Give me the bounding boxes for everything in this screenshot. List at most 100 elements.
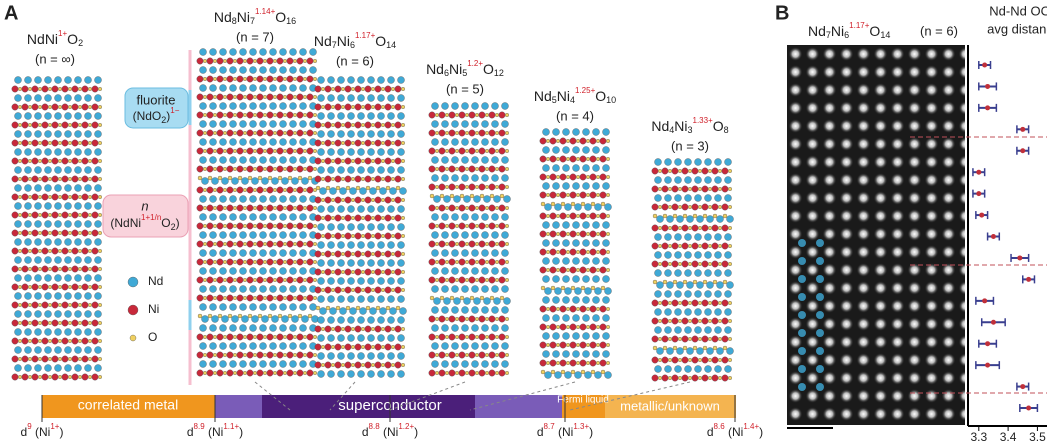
atom: [554, 203, 562, 211]
atom: [256, 222, 264, 230]
formula-part: O: [375, 33, 386, 49]
atom: [489, 193, 495, 199]
atom: [293, 335, 298, 340]
atom: [435, 130, 440, 135]
atom: [249, 303, 257, 311]
atom: [559, 248, 567, 256]
atom: [688, 376, 693, 381]
atom: [570, 369, 576, 375]
atom: [266, 294, 274, 302]
phase-segment: [215, 395, 262, 418]
atom: [344, 286, 352, 294]
atom: [676, 281, 684, 289]
atom: [202, 76, 207, 81]
atom: [74, 256, 82, 264]
atom: [283, 166, 288, 171]
atom-overlay: [816, 257, 824, 265]
atom: [58, 303, 63, 308]
legend-text: Nd: [148, 274, 163, 288]
atom: [227, 175, 233, 181]
atom: [475, 223, 480, 228]
atom: [354, 103, 362, 111]
atom: [566, 213, 571, 218]
atom: [562, 164, 570, 172]
atom: [599, 341, 607, 349]
atom: [579, 155, 587, 163]
atom: [263, 296, 268, 301]
atom: [296, 75, 304, 83]
atom: [651, 185, 659, 193]
atom-overlay: [798, 311, 806, 319]
atom: [334, 196, 342, 204]
atom: [589, 359, 597, 367]
atom: [94, 292, 102, 300]
atom: [493, 297, 501, 305]
atom: [357, 277, 365, 285]
formula-part: ): [239, 425, 243, 439]
atom: [199, 120, 207, 128]
atom: [708, 301, 713, 306]
atom: [428, 258, 436, 266]
atom: [674, 158, 682, 166]
atom: [287, 175, 293, 181]
atom: [698, 168, 703, 173]
atom: [31, 247, 39, 255]
atom: [668, 319, 673, 324]
atom: [24, 274, 32, 282]
atom: [44, 364, 52, 372]
atom: [24, 346, 32, 354]
atom: [377, 130, 385, 138]
atom: [58, 267, 63, 272]
atom: [702, 213, 708, 219]
atom: [694, 290, 702, 298]
atom: [344, 157, 352, 165]
atom: [441, 285, 449, 293]
atom: [209, 48, 217, 56]
atom: [306, 165, 314, 173]
atom: [397, 76, 405, 84]
atom: [579, 212, 587, 220]
atom: [556, 156, 561, 161]
atom: [351, 158, 356, 163]
atom-overlay: [816, 239, 824, 247]
atom: [48, 158, 53, 163]
atom: [458, 315, 466, 323]
atom: [724, 194, 732, 202]
atom: [242, 76, 247, 81]
atom: [361, 345, 366, 350]
atom: [391, 288, 396, 293]
atom: [202, 223, 207, 228]
atom: [217, 313, 223, 319]
atom: [293, 371, 298, 376]
atom: [38, 176, 43, 181]
atom: [445, 223, 450, 228]
atom: [684, 158, 692, 166]
atom: [401, 345, 406, 350]
atom: [438, 315, 446, 323]
atom: [296, 204, 304, 212]
atom: [67, 86, 72, 91]
atom: [297, 175, 303, 181]
atom: [721, 260, 729, 268]
atom: [84, 220, 92, 228]
atom: [276, 93, 284, 101]
atom: [87, 86, 92, 91]
atom: [87, 248, 92, 253]
atom: [559, 137, 567, 145]
atom: [246, 129, 254, 137]
atom: [374, 121, 382, 129]
atom: [469, 193, 475, 199]
atom: [77, 86, 82, 91]
atom: [317, 76, 325, 84]
atom: [364, 361, 372, 369]
atom: [319, 307, 327, 315]
atom: [259, 267, 267, 275]
atom: [219, 267, 227, 275]
atom: [485, 166, 490, 171]
atom: [347, 259, 355, 267]
atom: [269, 303, 277, 311]
formula-part: d: [537, 425, 544, 439]
atom: [239, 249, 247, 257]
atom: [666, 281, 674, 289]
atom: [681, 335, 689, 343]
